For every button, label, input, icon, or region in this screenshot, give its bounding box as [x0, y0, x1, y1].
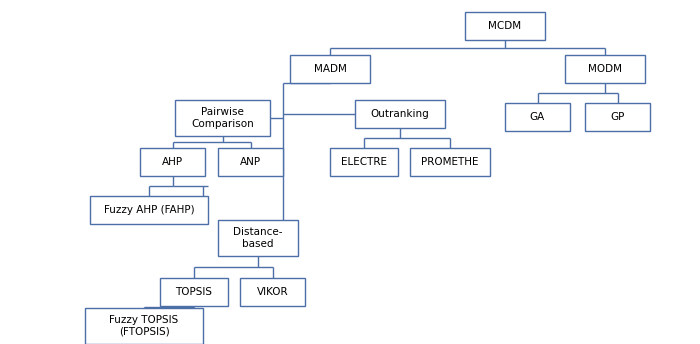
Text: VIKOR: VIKOR [257, 287, 288, 297]
Text: Fuzzy TOPSIS
(FTOPSIS): Fuzzy TOPSIS (FTOPSIS) [109, 315, 178, 337]
FancyBboxPatch shape [585, 103, 650, 131]
FancyBboxPatch shape [330, 148, 398, 176]
FancyBboxPatch shape [410, 148, 490, 176]
FancyBboxPatch shape [218, 148, 283, 176]
FancyBboxPatch shape [218, 220, 298, 256]
Text: Outranking: Outranking [370, 109, 429, 119]
Text: Distance-
based: Distance- based [233, 227, 283, 249]
FancyBboxPatch shape [85, 308, 203, 344]
FancyBboxPatch shape [355, 100, 445, 128]
FancyBboxPatch shape [465, 12, 545, 40]
Text: ELECTRE: ELECTRE [341, 157, 387, 167]
FancyBboxPatch shape [290, 55, 370, 83]
Text: GP: GP [610, 112, 624, 122]
Text: ANP: ANP [240, 157, 261, 167]
Text: GA: GA [530, 112, 545, 122]
Text: MODM: MODM [588, 64, 622, 74]
Text: MADM: MADM [314, 64, 346, 74]
Text: Fuzzy AHP (FAHP): Fuzzy AHP (FAHP) [104, 205, 195, 215]
FancyBboxPatch shape [175, 100, 270, 136]
FancyBboxPatch shape [565, 55, 645, 83]
Text: MCDM: MCDM [489, 21, 522, 31]
Text: AHP: AHP [162, 157, 183, 167]
Text: Pairwise
Comparison: Pairwise Comparison [191, 107, 254, 129]
Text: TOPSIS: TOPSIS [176, 287, 213, 297]
FancyBboxPatch shape [240, 278, 305, 306]
FancyBboxPatch shape [505, 103, 570, 131]
Text: PROMETHE: PROMETHE [421, 157, 479, 167]
FancyBboxPatch shape [160, 278, 228, 306]
FancyBboxPatch shape [90, 196, 208, 224]
FancyBboxPatch shape [140, 148, 205, 176]
